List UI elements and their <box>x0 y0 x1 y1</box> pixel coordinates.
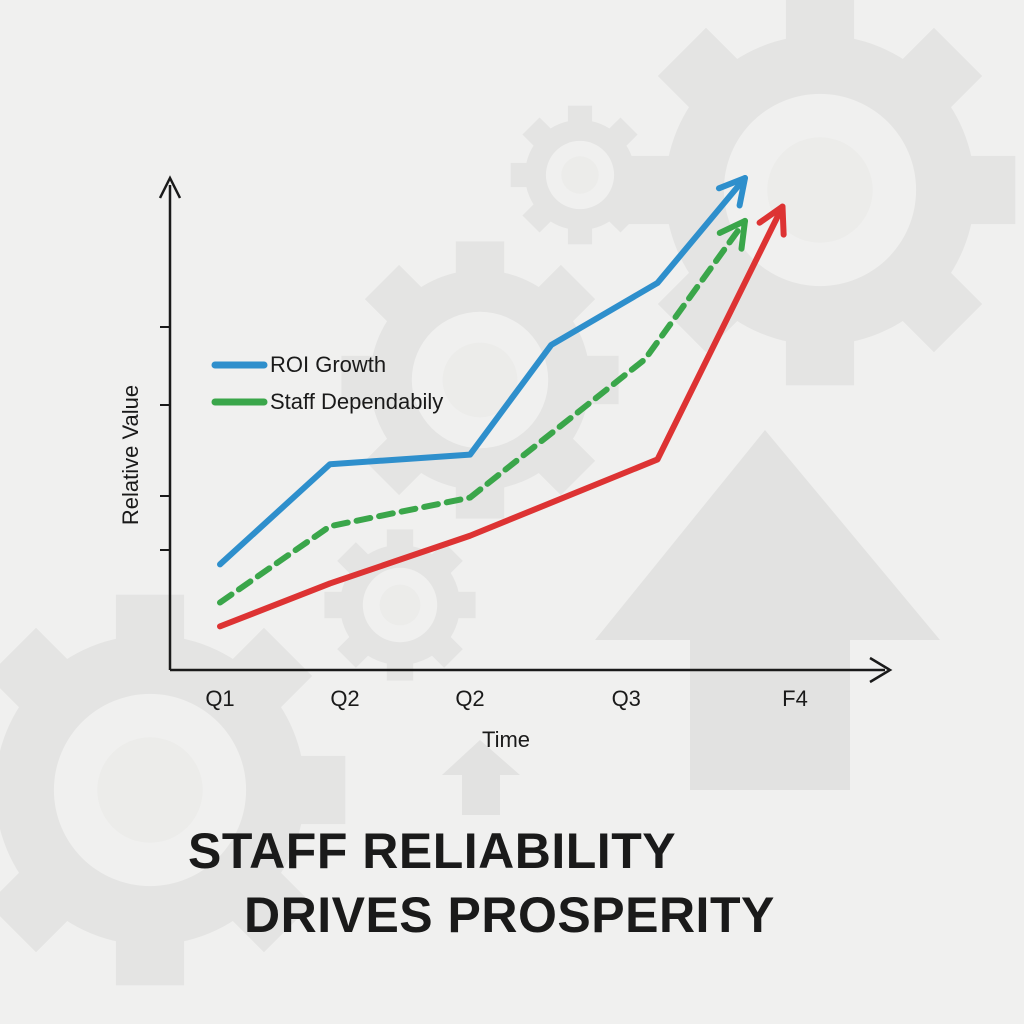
series-arrowhead <box>756 203 787 238</box>
x-axis-title: Time <box>482 727 530 752</box>
series-arrowhead <box>715 175 748 209</box>
x-tick-label: Q1 <box>205 686 234 711</box>
x-axis <box>170 656 893 684</box>
x-tick-label: F4 <box>782 686 808 711</box>
up-arrow-icon <box>595 430 940 790</box>
legend-label-staff-dependabily: Staff Dependabily <box>270 389 443 414</box>
series-line <box>217 175 748 568</box>
series-layer <box>217 175 787 630</box>
headline-line-2: DRIVES PROSPERITY <box>244 887 775 943</box>
x-tick-labels: Q1 Q2 Q2 Q3 F4 <box>205 686 808 711</box>
series-line <box>217 217 748 606</box>
legend: ROI Growth Staff Dependabily <box>211 352 443 414</box>
x-tick-label: Q2 <box>455 686 484 711</box>
legend-label-roi-growth: ROI Growth <box>270 352 386 377</box>
series-line <box>217 203 786 630</box>
up-arrow-icon <box>442 740 520 815</box>
y-axis-arrowhead <box>158 175 182 199</box>
headline-line-1: STAFF RELIABILITY <box>188 823 677 879</box>
y-axis <box>158 175 182 670</box>
x-axis-arrowhead <box>869 656 893 684</box>
x-tick-label: Q3 <box>612 686 641 711</box>
x-tick-label: Q2 <box>330 686 359 711</box>
series-arrowhead <box>716 217 748 252</box>
y-axis-title: Relative Value <box>118 385 143 525</box>
